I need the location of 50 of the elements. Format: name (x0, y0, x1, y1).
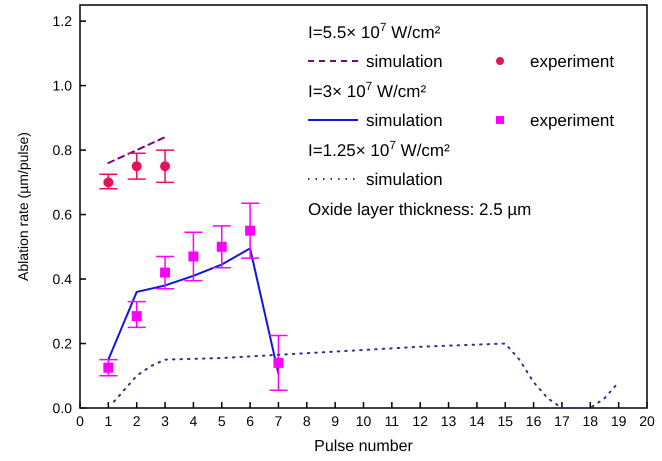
x-tick-label: 17 (554, 413, 570, 429)
y-tick-label: 1.2 (52, 13, 72, 30)
x-tick-label: 8 (302, 413, 311, 429)
annotation: I=3× 10$^{7}$ W/cm² (308, 79, 426, 101)
y-tick-label: 0.6 (52, 206, 72, 223)
x-tick-label: 1 (104, 413, 112, 429)
x-tick-label: 19 (610, 413, 627, 429)
y-axis-title: Ablation rate (µm/pulse) (15, 132, 31, 281)
x-tick-label: 2 (132, 413, 141, 429)
x-tick-label: 0 (76, 413, 84, 429)
x-tick-label: 20 (639, 413, 655, 429)
y-tick-label: 1.0 (52, 78, 72, 94)
legend-label: simulation (366, 170, 443, 189)
x-tick-label: 12 (412, 413, 428, 429)
annotation: I=5.5× 10$^{7}$ W/cm² (308, 20, 441, 42)
point (160, 161, 170, 172)
x-tick-label: 9 (331, 413, 340, 429)
x-axis-title: Pulse number (314, 438, 414, 455)
point (132, 311, 142, 322)
x-tick-label: 14 (469, 413, 485, 429)
legend-label: simulation (366, 52, 443, 71)
x-tick-label: 16 (526, 413, 542, 429)
x-tick-label: 4 (190, 413, 198, 429)
legend-label: simulation (366, 111, 443, 130)
x-tick-label: 7 (274, 413, 283, 429)
x-tick-label: 15 (497, 413, 514, 429)
annotation: I=1.25× 10$^{7}$ W/cm² (308, 138, 450, 160)
point (103, 362, 114, 373)
x-tick-label: 5 (218, 413, 226, 429)
x-tick-label: 13 (440, 413, 457, 429)
y-tick-label: 0.0 (52, 400, 72, 416)
x-tick-label: 10 (356, 413, 372, 429)
x-tick-label: 3 (161, 413, 170, 429)
x-tick-label: 18 (582, 413, 598, 429)
legend-label: experiment (530, 111, 614, 130)
point (188, 251, 198, 262)
point (245, 226, 256, 236)
y-tick-label: 0.8 (52, 142, 72, 158)
y-tick-label: 0.2 (52, 336, 72, 352)
point (103, 177, 114, 188)
point (216, 242, 227, 252)
point (132, 161, 142, 172)
x-tick-label: 11 (384, 413, 400, 429)
point (273, 358, 284, 368)
point (160, 268, 170, 278)
y-tick-label: 0.4 (52, 271, 72, 288)
line-series (107, 247, 280, 375)
legend-label: experiment (530, 52, 614, 71)
x-tick-label: 6 (246, 413, 254, 429)
annotation: Oxide layer thickness: 2.5 µm (308, 200, 532, 219)
